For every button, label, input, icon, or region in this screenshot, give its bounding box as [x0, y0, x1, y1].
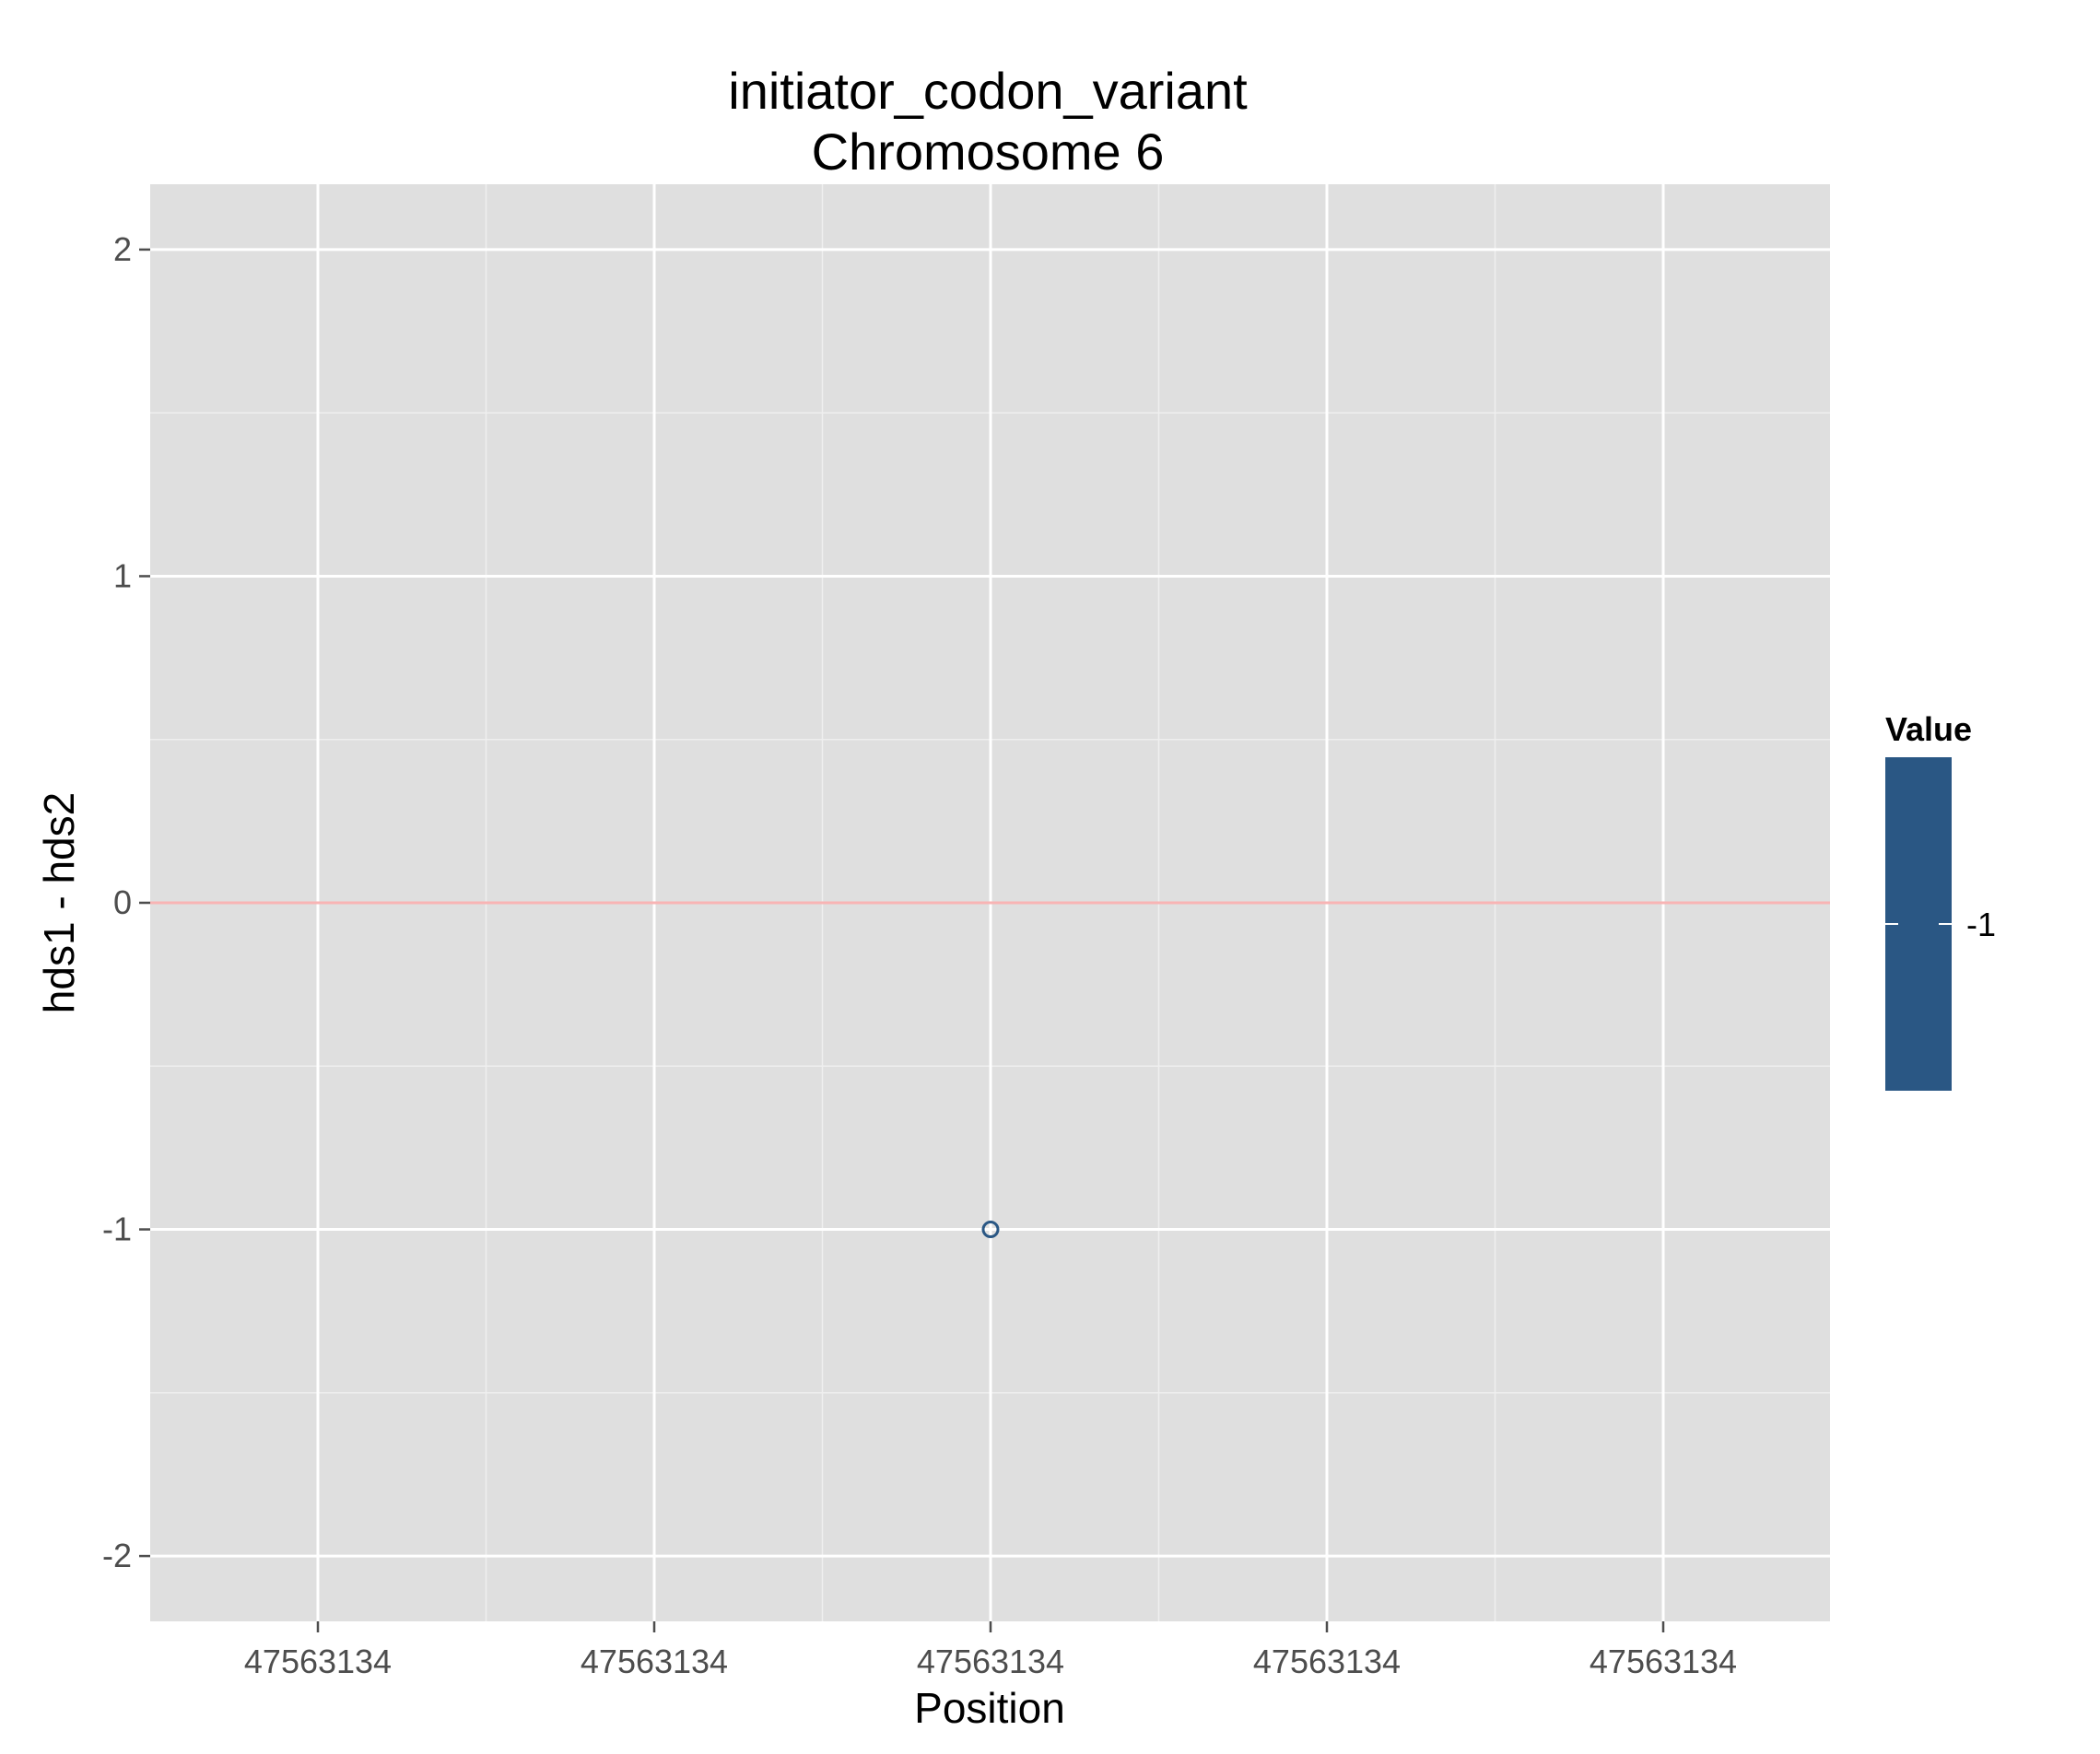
chart-title-line-1: initiator_codon_variant [728, 62, 1248, 120]
legend: Value -1 [1885, 710, 1996, 1091]
data-point [981, 1221, 1000, 1239]
x-tick-label: 47563134 [917, 1643, 1064, 1680]
data-points [981, 1221, 1000, 1239]
legend-title: Value [1885, 710, 1972, 748]
y-axis-title: hds1 - hds2 [35, 792, 83, 1013]
x-axis-title: Position [914, 1684, 1065, 1732]
x-tick-label: 47563134 [1253, 1643, 1401, 1680]
x-tick-label: 47563134 [1590, 1643, 1737, 1680]
y-tick-label: -2 [102, 1537, 132, 1574]
y-tick-label: 1 [113, 556, 132, 594]
x-tick-label: 47563134 [244, 1643, 392, 1680]
x-tick-label: 47563134 [581, 1643, 728, 1680]
legend-label: -1 [1966, 906, 1996, 943]
y-tick-label: 2 [113, 230, 132, 268]
chart-title-line-2: Chromosome 6 [812, 123, 1165, 181]
x-axis: 47563134 47563134 47563134 47563134 47563134 [244, 1621, 1737, 1680]
y-tick-label: -1 [102, 1210, 132, 1248]
y-axis: -2 -1 0 1 2 [102, 230, 150, 1574]
y-tick-label: 0 [113, 883, 132, 921]
